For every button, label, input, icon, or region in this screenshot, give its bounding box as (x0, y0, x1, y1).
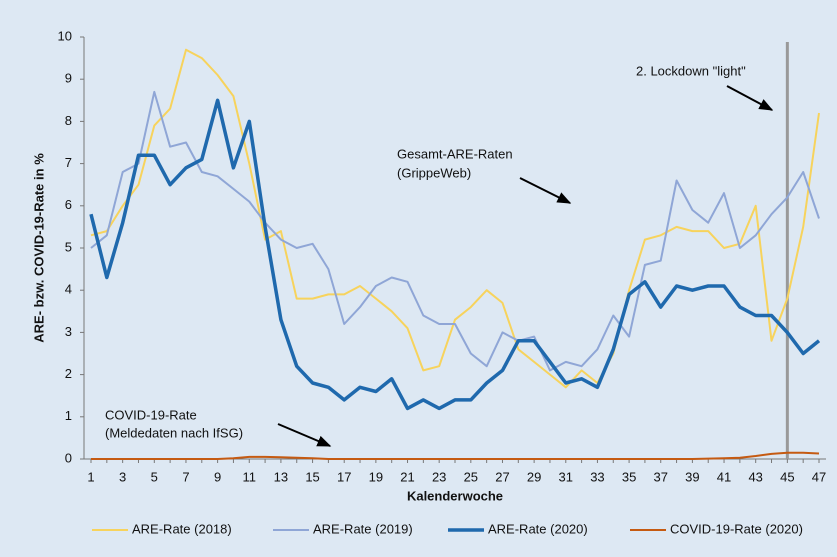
legend-label: ARE-Rate (2020) (488, 521, 588, 536)
x-tick-label: 29 (527, 469, 541, 484)
x-tick-label: 45 (780, 469, 794, 484)
annotation: COVID-19-Rate (105, 407, 197, 422)
x-tick-label: 1 (87, 469, 94, 484)
legend-label: ARE-Rate (2018) (132, 521, 232, 536)
y-tick-label: 9 (65, 71, 72, 86)
y-tick-label: 3 (65, 324, 72, 339)
y-tick-label: 2 (65, 366, 72, 381)
x-tick-label: 37 (654, 469, 668, 484)
series-line (90, 48, 820, 389)
y-tick-label: 7 (65, 155, 72, 170)
x-tick-label: 23 (432, 469, 446, 484)
legend-label: COVID-19-Rate (2020) (670, 521, 803, 536)
annotation: (GrippeWeb) (397, 165, 471, 180)
x-tick-label: 21 (400, 469, 414, 484)
x-tick-label: 15 (305, 469, 319, 484)
y-tick-label: 6 (65, 197, 72, 212)
annotation: Gesamt-ARE-Raten (397, 146, 513, 161)
y-tick-label: 5 (65, 239, 72, 254)
annotation: 2. Lockdown "light" (636, 63, 746, 78)
x-tick-label: 11 (243, 469, 257, 484)
series-line (91, 451, 820, 460)
x-tick-label: 47 (812, 469, 826, 484)
x-tick-label: 5 (151, 469, 158, 484)
x-tick-label: 13 (274, 469, 288, 484)
x-tick-label: 7 (182, 469, 189, 484)
x-tick-label: 33 (590, 469, 604, 484)
arrow (277, 423, 332, 447)
x-tick-label: 9 (214, 469, 221, 484)
x-tick-label: 35 (622, 469, 636, 484)
y-tick-label: 8 (65, 113, 72, 128)
y-tick-label: 0 (65, 450, 72, 465)
y-tick-label: 10 (58, 28, 72, 43)
y-tick-label: 4 (65, 282, 72, 297)
x-tick-label: 3 (119, 469, 126, 484)
y-tick-label: 1 (65, 408, 72, 423)
x-tick-label: 39 (685, 469, 699, 484)
series-line (89, 98, 821, 411)
x-tick-label: 31 (559, 469, 573, 484)
y-axis-label: ARE- bzw. COVID-19-Rate in % (31, 153, 46, 343)
x-tick-label: 25 (464, 469, 478, 484)
series-line (90, 90, 820, 372)
x-tick-label: 27 (495, 469, 509, 484)
arrow (726, 85, 774, 111)
x-tick-label: 19 (369, 469, 383, 484)
legend-label: ARE-Rate (2019) (313, 521, 413, 536)
x-tick-label: 17 (337, 469, 351, 484)
x-tick-label: 43 (748, 469, 762, 484)
arrow (519, 177, 572, 204)
x-axis-label: Kalenderwoche (407, 488, 503, 503)
annotation: (Meldedaten nach IfSG) (105, 425, 243, 440)
x-tick-label: 41 (717, 469, 731, 484)
